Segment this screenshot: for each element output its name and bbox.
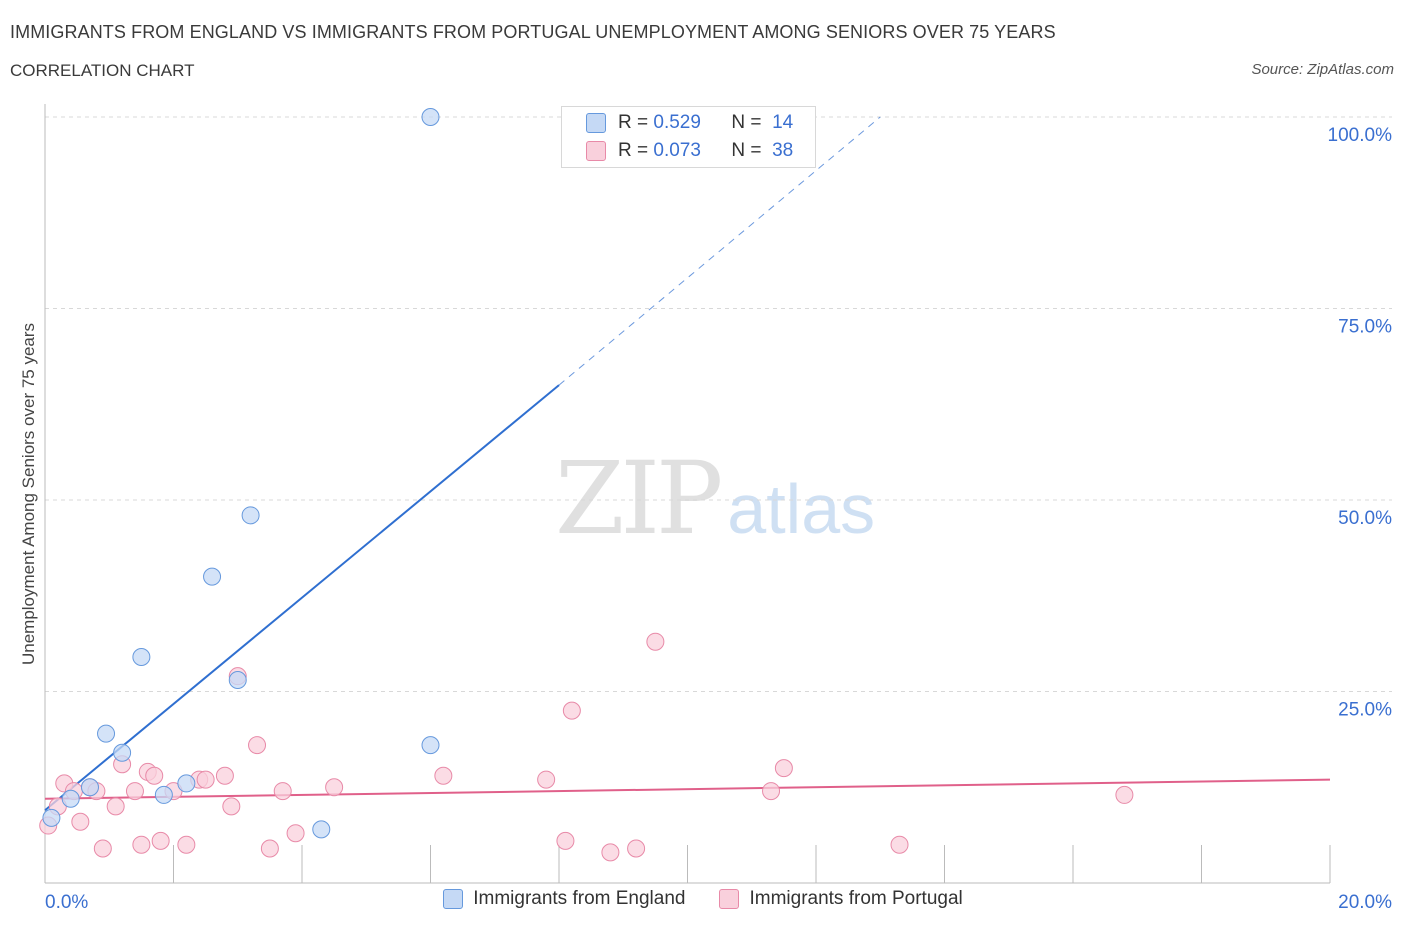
england-point [241,506,260,525]
legend-row-england: R = 0.529 N = 14 [586,112,793,134]
england-point [132,648,151,667]
y-tick-label-50: 50.0% [1338,508,1392,529]
england-point [177,774,196,793]
england-legend-label: Immigrants from England [473,888,686,909]
england-point [80,778,99,797]
portugal-r-label: R = [618,140,649,161]
portugal-point [1115,785,1134,804]
england-r-label: R = [618,112,649,133]
portugal-point [537,770,556,789]
portugal-point [286,824,305,843]
portugal-point [434,766,453,785]
portugal-point [556,831,575,850]
x-tick-label-min: 0.0% [45,892,88,913]
trend-lines [44,116,1331,812]
portugal-point [890,835,909,854]
portugal-point [627,839,646,858]
series-legend: Immigrants from England Immigrants from … [0,888,1406,910]
england-point [203,567,222,586]
england-point [113,743,132,762]
england-n-value: 14 [772,112,794,133]
correlation-legend: R = 0.529 N = 14 R = 0.073 N = 38 [561,106,816,168]
england-trend-line [44,384,560,812]
legend-row-portugal: R = 0.073 N = 38 [586,140,793,162]
portugal-point [71,812,90,831]
data-points [39,108,1134,862]
england-point [42,808,61,827]
portugal-point [762,782,781,801]
portugal-point [106,797,125,816]
portugal-point [273,782,292,801]
tick-labels: 25.0% 50.0% 75.0% 100.0% 0.0% 20.0% [45,125,1392,913]
y-tick-label-75: 75.0% [1338,317,1392,338]
portugal-legend-label: Immigrants from Portugal [749,888,963,909]
portugal-point [222,797,241,816]
portugal-point [601,843,620,862]
england-point [97,724,116,743]
england-trend-extension [558,116,881,386]
portugal-n-value: 38 [772,140,794,161]
chart-subtitle: CORRELATION CHART [10,61,195,80]
england-point [421,108,440,126]
legend-item-england[interactable]: Immigrants from England [443,888,685,910]
gridlines [45,116,1392,692]
portugal-point [93,839,112,858]
portugal-n-label: N = [731,140,762,161]
england-legend-swatch [443,889,464,909]
england-point [421,736,440,755]
portugal-point [260,839,279,858]
portugal-point [215,766,234,785]
portugal-point [248,736,267,755]
portugal-r-value: 0.073 [653,140,701,161]
portugal-trend-line [44,778,1331,800]
portugal-point [562,701,581,720]
portugal-point [646,632,665,651]
england-r-value: 0.529 [653,112,701,133]
portugal-point [125,782,144,801]
legend-item-portugal[interactable]: Immigrants from Portugal [719,888,963,910]
chart-title: IMMIGRANTS FROM ENGLAND VS IMMIGRANTS FR… [10,22,1056,42]
portugal-point [151,831,170,850]
england-swatch [586,113,606,133]
y-tick-label-25: 25.0% [1338,700,1392,721]
portugal-point [132,835,151,854]
portugal-point [196,770,215,789]
portugal-point [325,778,344,797]
x-tick-label-max: 20.0% [1338,892,1392,913]
england-point [61,789,80,808]
england-n-label: N = [731,112,762,133]
y-tick-label-100: 100.0% [1328,125,1393,146]
portugal-swatch [586,141,606,161]
portugal-legend-swatch [719,889,740,909]
portugal-point [774,759,793,778]
england-point [154,785,173,804]
axes [44,104,1331,884]
england-point [228,671,247,690]
portugal-point [177,835,196,854]
source-label: Source: ZipAtlas.com [1251,61,1394,78]
portugal-point [145,766,164,785]
england-point [312,820,331,839]
